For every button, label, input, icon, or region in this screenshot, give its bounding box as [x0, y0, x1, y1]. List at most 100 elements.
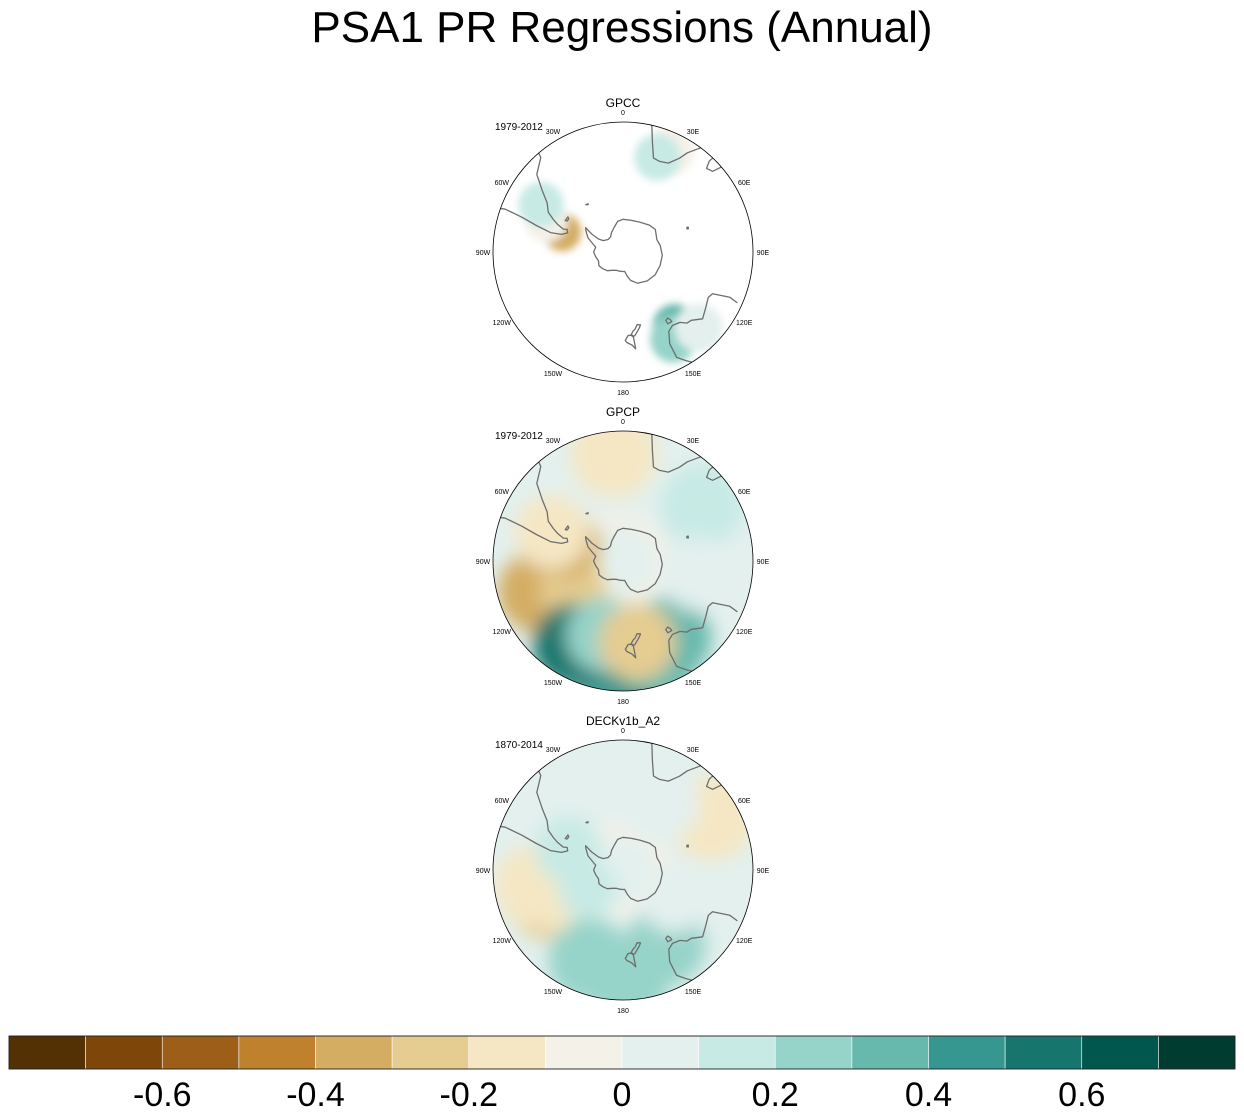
main-title: PSA1 PR Regressions (Annual) — [311, 3, 933, 52]
falklands-coast — [564, 216, 570, 222]
colorbar-tick-label: -0.2 — [440, 1076, 499, 1114]
south-georgia-coast — [585, 512, 589, 515]
lon-label: 120E — [736, 938, 753, 945]
anomaly-14 — [661, 537, 737, 612]
map-boundary — [492, 430, 754, 692]
lon-label: 120E — [736, 320, 753, 327]
colorbar-swatch — [698, 1035, 776, 1070]
lon-label: 90W — [476, 868, 491, 875]
lon-label: 60W — [495, 798, 510, 805]
lon-label: 120W — [493, 629, 512, 636]
lon-label: 180 — [617, 1008, 629, 1015]
period-label: 1979-2012 — [495, 122, 543, 133]
south-america-coast — [493, 122, 569, 236]
lon-label: 30W — [546, 438, 561, 445]
new-zealand-coast — [624, 952, 637, 968]
lon-label: 180 — [617, 390, 629, 397]
lon-label: 30E — [687, 438, 700, 445]
lon-label: 120E — [736, 629, 753, 636]
lon-label: 0 — [621, 419, 625, 426]
tasmania-coast — [665, 935, 673, 943]
lon-label: 150E — [685, 371, 702, 378]
colorbar-swatch — [468, 1035, 546, 1070]
anomaly-10 — [640, 866, 707, 933]
panel-gpcc: GPCC 1979-2012 0 30E 60E 90E 120E 150E 180 150W 12… — [476, 96, 770, 397]
colorbar-tick-label: 0 — [613, 1076, 632, 1114]
tasmania-coast — [665, 317, 673, 325]
lon-label: 60E — [738, 180, 751, 187]
lon-label: 120W — [493, 938, 512, 945]
panel-gpcp: GPCP 1979-2012 0 30E 60E 90E 120E 150E 180 150W 12… — [476, 405, 770, 706]
colorbar-swatch — [85, 1035, 163, 1070]
lon-label: 60W — [495, 180, 510, 187]
period-label: 1979-2012 — [495, 431, 543, 442]
tasmania-coast — [665, 626, 673, 634]
lon-label: 30E — [687, 747, 700, 754]
south-america-coast — [493, 740, 569, 854]
anomaly-7 — [634, 134, 681, 181]
colorbar-swatch — [161, 1035, 240, 1070]
anomaly-13 — [660, 464, 744, 548]
falklands-coast — [564, 834, 570, 840]
colorbar-tick-label: 0.2 — [752, 1076, 799, 1114]
lon-label: 60E — [738, 798, 751, 805]
lon-label: 150W — [544, 371, 563, 378]
colorbar-frame — [8, 1035, 1236, 1070]
colorbar-swatch — [391, 1035, 470, 1070]
south-georgia-coast — [585, 203, 589, 206]
colorbar-swatch — [315, 1035, 393, 1070]
lon-label: 90E — [757, 559, 770, 566]
colorbar-tick-label: 0.6 — [1058, 1076, 1105, 1114]
australia-coast — [668, 911, 738, 992]
kerguelen-coast — [686, 844, 690, 848]
australia-coast — [668, 293, 738, 374]
lon-label: 150W — [544, 680, 563, 687]
lon-label: 30W — [546, 747, 561, 754]
south-georgia-coast — [585, 821, 589, 824]
colorbar-swatch — [774, 1035, 853, 1070]
lon-label: 150E — [685, 680, 702, 687]
antarctica-coast — [584, 218, 663, 284]
kerguelen-coast — [686, 535, 690, 539]
panel-title: DECKv1b_A2 — [586, 714, 660, 728]
panel-deckv1b_a2: DECKv1b_A2 1870-2014 0 30E 60E 90E 120E 150E 180… — [476, 714, 770, 1015]
lon-label: 30W — [546, 129, 561, 136]
australia-coast — [668, 602, 738, 683]
lon-label: 60E — [738, 489, 751, 496]
lon-label: 120W — [493, 320, 512, 327]
lon-label: 90E — [757, 868, 770, 875]
new-zealand-coast — [624, 334, 637, 350]
lon-label: 0 — [621, 728, 625, 735]
colorbar-tick-label: 0.4 — [905, 1076, 952, 1114]
south-america-coast — [493, 431, 569, 545]
map-boundary — [492, 121, 754, 383]
colorbar-swatch — [621, 1035, 699, 1070]
colorbar-swatch — [1004, 1035, 1083, 1070]
colorbar-swatch — [928, 1035, 1006, 1070]
colorbar-swatch — [1158, 1035, 1236, 1070]
falklands-coast — [564, 525, 570, 531]
lon-label: 0 — [621, 110, 625, 117]
colorbar-swatch — [851, 1035, 929, 1070]
map-boundary — [492, 739, 754, 1001]
lon-label: 30E — [687, 129, 700, 136]
anomaly-4 — [514, 494, 590, 570]
lon-label: 180 — [617, 699, 629, 706]
lon-label: 90W — [476, 250, 491, 257]
period-label: 1870-2014 — [495, 740, 543, 751]
colorbar-tick-label: -0.6 — [133, 1076, 192, 1114]
anomaly-4 — [548, 919, 632, 1000]
new-zealand-south-coast — [630, 324, 642, 337]
colorbar-tick-label: -0.4 — [286, 1076, 345, 1114]
colorbar-swatch — [8, 1035, 86, 1070]
anomaly-9 — [624, 766, 699, 841]
panel-title: GPCP — [606, 405, 640, 419]
antarctica-coast — [584, 836, 663, 902]
antarctica-coast — [584, 527, 663, 593]
colorbar-swatch — [545, 1035, 623, 1070]
lon-label: 150E — [685, 989, 702, 996]
lon-label: 150W — [544, 989, 563, 996]
colorbar-swatch — [1081, 1035, 1159, 1070]
panel-title: GPCC — [606, 96, 641, 110]
